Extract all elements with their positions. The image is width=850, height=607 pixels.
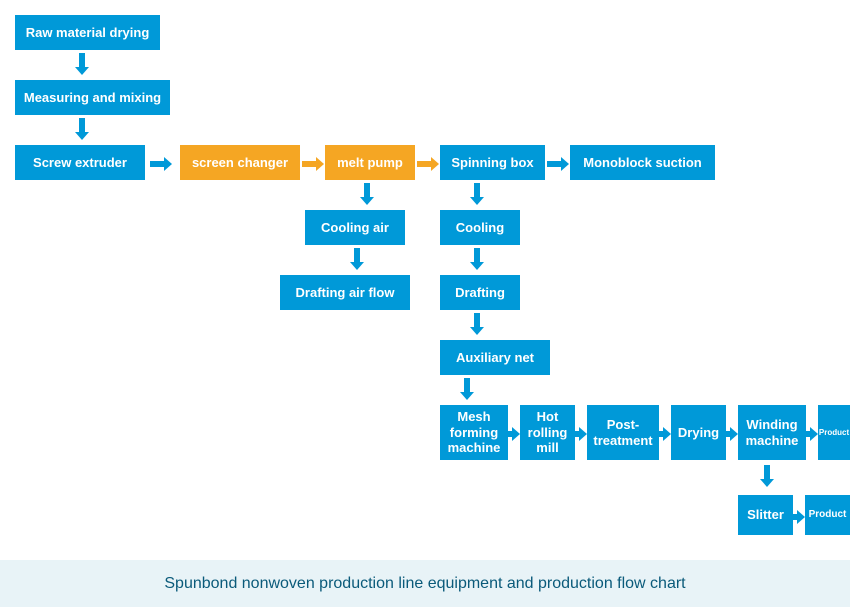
node-measure: Measuring and mixing xyxy=(15,80,170,115)
arrow-melt-right xyxy=(417,157,439,171)
node-hot: Hot rolling mill xyxy=(520,405,575,460)
node-drying: Drying xyxy=(671,405,726,460)
caption-bar: Spunbond nonwoven production line equipm… xyxy=(0,560,850,607)
arrow-cooling-down xyxy=(470,248,484,270)
arrow-winding-down xyxy=(760,465,774,487)
arrow-spin-right xyxy=(547,157,569,171)
arrow-aux-down xyxy=(460,378,474,400)
arrow-measure-down xyxy=(75,118,89,140)
arrow-winding-right xyxy=(806,427,818,441)
node-melt: melt pump xyxy=(325,145,415,180)
caption-text: Spunbond nonwoven production line equipm… xyxy=(164,575,685,593)
arrow-drying-right xyxy=(726,427,738,441)
node-spin: Spinning box xyxy=(440,145,545,180)
node-mono: Monoblock suction xyxy=(570,145,715,180)
node-raw: Raw material drying xyxy=(15,15,160,50)
node-slitter: Slitter xyxy=(738,495,793,535)
node-coolair: Cooling air xyxy=(305,210,405,245)
node-extruder: Screw extruder xyxy=(15,145,145,180)
node-product2: Product xyxy=(805,495,850,535)
node-aux: Auxiliary net xyxy=(440,340,550,375)
arrow-extruder-right xyxy=(150,157,172,171)
arrow-spin-down xyxy=(470,183,484,205)
arrow-melt-down xyxy=(360,183,374,205)
arrow-mesh-right xyxy=(508,427,520,441)
node-product1: Product xyxy=(818,405,850,460)
arrow-screen-right xyxy=(302,157,324,171)
arrow-coolair-down xyxy=(350,248,364,270)
node-draftair: Drafting air flow xyxy=(280,275,410,310)
arrow-slitter-right xyxy=(793,510,805,524)
node-winding: Winding machine xyxy=(738,405,806,460)
node-screen: screen changer xyxy=(180,145,300,180)
node-cooling: Cooling xyxy=(440,210,520,245)
node-drafting: Drafting xyxy=(440,275,520,310)
node-mesh: Mesh forming machine xyxy=(440,405,508,460)
arrow-post-right xyxy=(659,427,671,441)
arrow-hot-right xyxy=(575,427,587,441)
arrow-drafting-down xyxy=(470,313,484,335)
node-post: Post-treatment xyxy=(587,405,659,460)
arrow-raw-down xyxy=(75,53,89,75)
